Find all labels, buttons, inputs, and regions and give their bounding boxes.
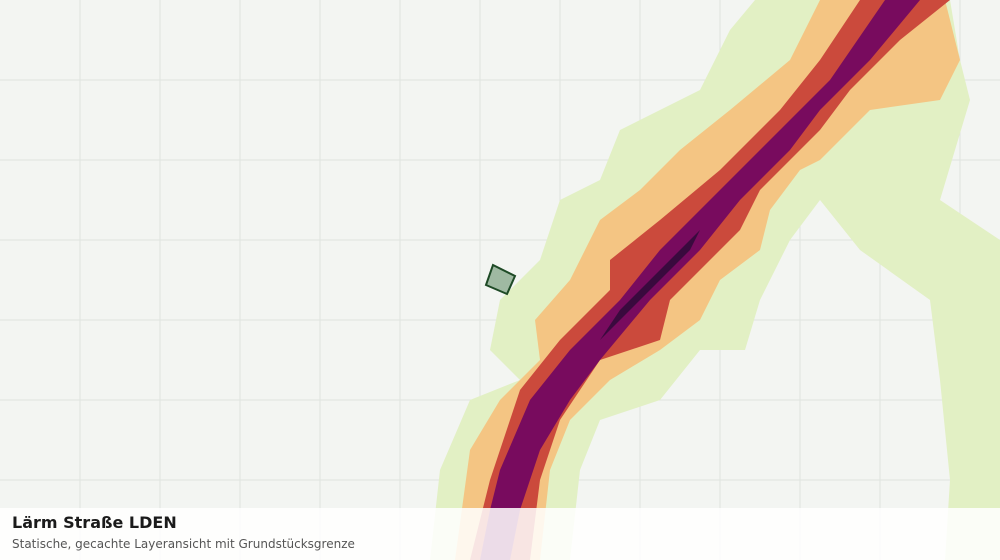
parcel-boundary[interactable] (484, 263, 517, 296)
noise-zone-extreme (600, 230, 700, 340)
noise-zone-medium (455, 0, 960, 560)
caption-panel (0, 508, 1000, 560)
caption-title: Lärm Straße LDEN (12, 513, 177, 532)
caption-subtitle: Statische, gecachte Layeransicht mit Gru… (12, 537, 355, 551)
